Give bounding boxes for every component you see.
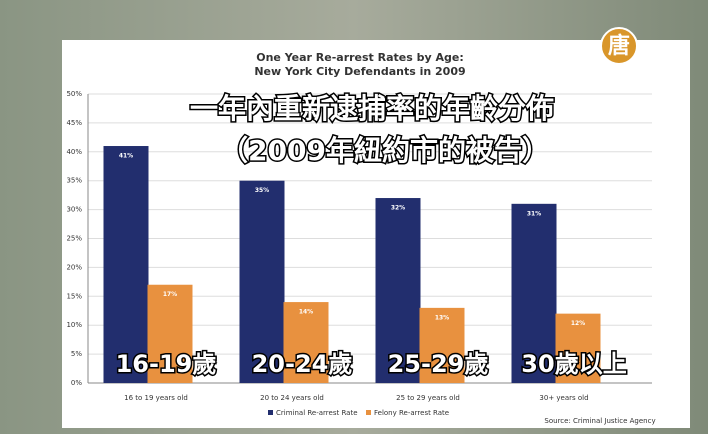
y-tick-label: 35% [66, 177, 82, 185]
y-tick-label: 45% [66, 119, 82, 127]
bar [147, 284, 193, 383]
value-label: 13% [435, 314, 449, 321]
logo-badge [600, 27, 638, 65]
category-annotation: 30歲以上 [521, 350, 626, 378]
y-tick-label: 20% [66, 263, 82, 271]
value-label: 35% [255, 187, 269, 194]
bar [511, 203, 557, 383]
y-tick-label: 15% [66, 292, 82, 300]
value-label: 32% [391, 205, 405, 212]
value-label: 14% [299, 309, 313, 316]
x-tick-label: 16 to 19 years old [124, 394, 188, 402]
y-tick-label: 5% [71, 350, 82, 358]
value-label: 31% [527, 210, 541, 217]
category-annotation: 16-19歲 [116, 350, 217, 378]
chart-subtitle: New York City Defendants in 2009 [254, 65, 465, 78]
bar [103, 146, 149, 383]
legend-label: Felony Re-arrest Rate [374, 409, 449, 417]
bar [419, 307, 465, 383]
y-tick-label: 50% [66, 90, 82, 98]
overlay-subtitle: （2009年紐約市的被告） [220, 134, 550, 167]
bar [555, 313, 601, 383]
y-tick-label: 30% [66, 206, 82, 214]
logo: 唐 [608, 33, 630, 59]
y-tick-label: 25% [66, 235, 82, 243]
value-label: 12% [571, 320, 585, 327]
value-label: 41% [119, 153, 133, 160]
bar [239, 180, 285, 383]
x-tick-label: 30+ years old [539, 394, 588, 402]
overlay-title: 一年內重新逮捕率的年齡分佈 [190, 92, 554, 125]
source: Source: Criminal Justice Agency [544, 417, 655, 425]
legend-swatch [366, 410, 371, 415]
category-annotation: 20-24歲 [252, 350, 353, 378]
chart-title: One Year Re-arrest Rates by Age: [256, 51, 464, 64]
bar [375, 198, 421, 383]
x-tick-label: 20 to 24 years old [260, 394, 324, 402]
y-tick-label: 10% [66, 321, 82, 329]
x-tick-label: 25 to 29 years old [396, 394, 460, 402]
value-label: 17% [163, 291, 177, 298]
y-tick-label: 40% [66, 148, 82, 156]
y-tick-label: 0% [71, 379, 82, 387]
legend-label: Criminal Re-arrest Rate [276, 409, 358, 417]
legend-swatch [268, 410, 273, 415]
category-annotation: 25-29歲 [388, 350, 489, 378]
bar [283, 302, 329, 383]
